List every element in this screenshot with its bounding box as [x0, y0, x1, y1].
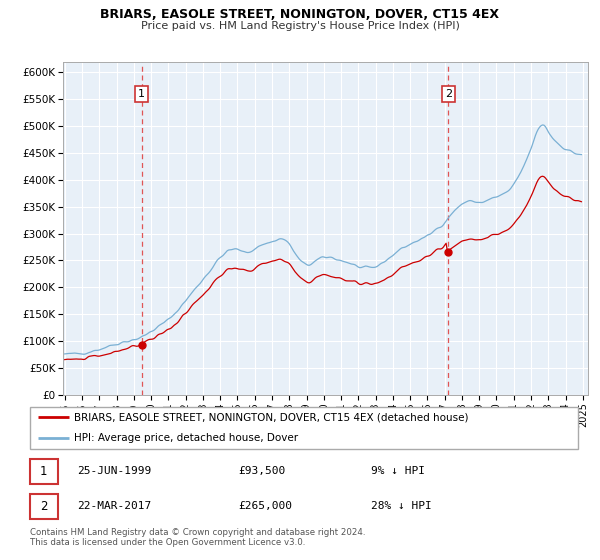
Text: BRIARS, EASOLE STREET, NONINGTON, DOVER, CT15 4EX (detached house): BRIARS, EASOLE STREET, NONINGTON, DOVER,…	[74, 412, 469, 422]
Text: £93,500: £93,500	[238, 466, 285, 476]
Text: BRIARS, EASOLE STREET, NONINGTON, DOVER, CT15 4EX: BRIARS, EASOLE STREET, NONINGTON, DOVER,…	[101, 8, 499, 21]
Text: HPI: Average price, detached house, Dover: HPI: Average price, detached house, Dove…	[74, 433, 298, 444]
Text: Contains HM Land Registry data © Crown copyright and database right 2024.
This d: Contains HM Land Registry data © Crown c…	[30, 528, 365, 547]
Text: 1: 1	[138, 89, 145, 99]
Text: 28% ↓ HPI: 28% ↓ HPI	[371, 501, 432, 511]
Text: 1: 1	[40, 465, 47, 478]
Text: £265,000: £265,000	[238, 501, 292, 511]
FancyBboxPatch shape	[30, 459, 58, 484]
Text: 2: 2	[40, 500, 47, 512]
Text: 9% ↓ HPI: 9% ↓ HPI	[371, 466, 425, 476]
FancyBboxPatch shape	[30, 493, 58, 519]
Text: Price paid vs. HM Land Registry's House Price Index (HPI): Price paid vs. HM Land Registry's House …	[140, 21, 460, 31]
Text: 25-JUN-1999: 25-JUN-1999	[77, 466, 151, 476]
Text: 22-MAR-2017: 22-MAR-2017	[77, 501, 151, 511]
Text: 2: 2	[445, 89, 452, 99]
FancyBboxPatch shape	[30, 407, 578, 449]
